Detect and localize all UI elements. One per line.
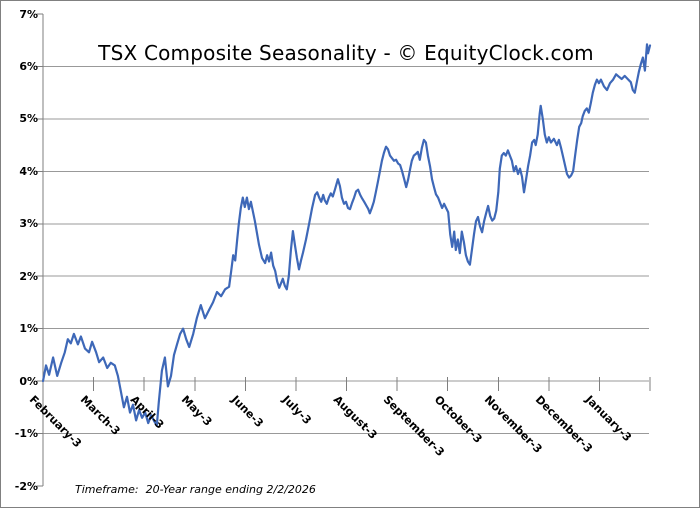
y-axis-label: 7% xyxy=(19,7,38,21)
y-axis-label: 0% xyxy=(19,374,38,388)
y-axis-label: -2% xyxy=(14,479,38,493)
y-axis-label: 3% xyxy=(19,217,38,231)
y-axis-label: 6% xyxy=(19,59,38,73)
timeframe-note: Timeframe: 20-Year range ending 2/2/2026 xyxy=(75,483,316,496)
y-axis-label: 1% xyxy=(19,322,38,336)
y-axis-label: 2% xyxy=(19,269,38,283)
y-axis-label: 5% xyxy=(19,112,38,126)
y-axis-label: -1% xyxy=(14,427,38,441)
y-axis-label: 4% xyxy=(19,164,38,178)
seasonality-line xyxy=(41,43,652,427)
chart-title: TSX Composite Seasonality - © EquityCloc… xyxy=(98,41,594,65)
